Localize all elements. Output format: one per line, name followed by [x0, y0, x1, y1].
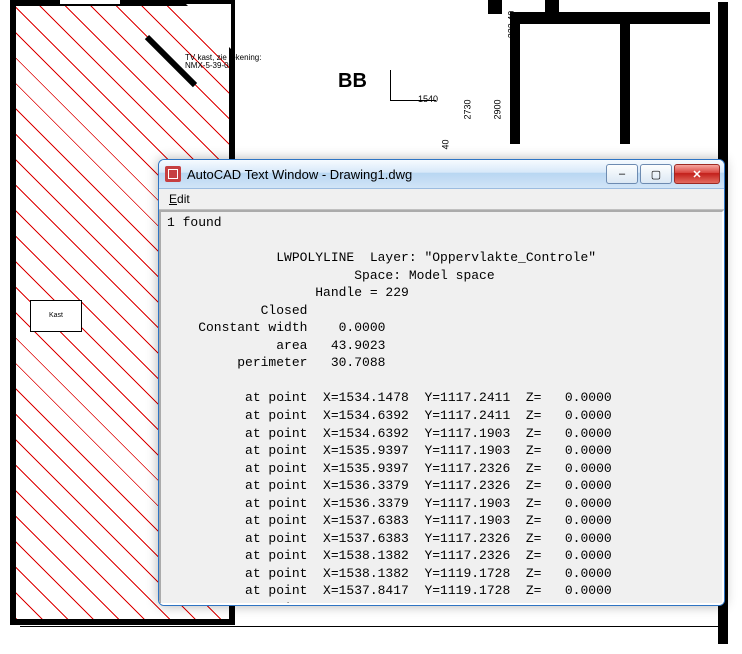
close-icon: ✕ — [692, 168, 701, 181]
menu-edit[interactable]: Edit — [163, 192, 196, 206]
titlebar[interactable]: AutoCAD Text Window - Drawing1.dwg – ▢ ✕ — [159, 160, 724, 189]
window-title: AutoCAD Text Window - Drawing1.dwg — [187, 167, 412, 182]
dim-text: 2900 — [494, 99, 503, 119]
tv-note: TV kast, zie tekening: NMX-5-39-01 — [185, 54, 261, 70]
console-output[interactable]: 1 found LWPOLYLINE Layer: "Oppervlakte_C… — [159, 210, 724, 605]
autocad-text-window: AutoCAD Text Window - Drawing1.dwg – ▢ ✕… — [158, 159, 725, 606]
minimize-icon: – — [619, 168, 625, 180]
cwidth-line: Constant width 0.0000 — [167, 320, 385, 335]
area-line: area 43.9023 — [167, 338, 385, 353]
handle-line: Handle = 229 — [167, 285, 409, 300]
dim-text: 223 40 — [507, 11, 516, 39]
maximize-icon: ▢ — [651, 168, 661, 181]
dim-text: 2730 — [464, 99, 473, 119]
minimize-button[interactable]: – — [606, 164, 638, 184]
kast-box: Kast — [30, 300, 82, 332]
dim-text: 1540 — [418, 95, 438, 104]
close-button[interactable]: ✕ — [674, 164, 720, 184]
maximize-button[interactable]: ▢ — [640, 164, 672, 184]
app-icon — [165, 166, 181, 182]
perim-line: perimeter 30.7088 — [167, 355, 385, 370]
space-line: Space: Model space — [167, 268, 495, 283]
entity-line: LWPOLYLINE Layer: "Oppervlakte_Controle" — [167, 250, 596, 265]
status-found: 1 found — [167, 215, 222, 230]
menubar: Edit — [159, 189, 724, 210]
section-marker-bb: BB — [338, 70, 367, 93]
dim-text: 40 — [442, 139, 451, 149]
points-block: at point X=1534.1478 Y=1117.2411 Z= 0.00… — [167, 390, 612, 605]
closed-line: Closed — [167, 303, 307, 318]
